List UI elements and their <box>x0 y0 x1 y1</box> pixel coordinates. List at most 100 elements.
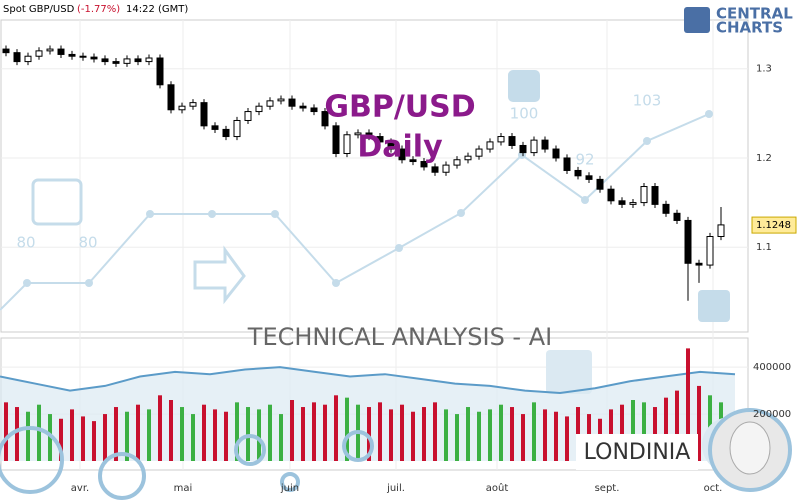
time: 14:22 (GMT) <box>126 4 188 15</box>
volume-bar <box>345 397 349 461</box>
volume-bar <box>125 411 129 461</box>
chart-title: GBP/USD <box>324 90 475 125</box>
watermark-icon <box>508 70 540 102</box>
watermark-label: 80 <box>78 234 97 252</box>
volume-bar <box>411 411 415 461</box>
candle-body <box>189 102 197 107</box>
candle-body <box>101 58 109 63</box>
candle-body <box>266 100 274 107</box>
volume-bar <box>268 404 272 461</box>
candle-body <box>24 55 32 63</box>
volume-bar <box>675 390 679 461</box>
volume-bar <box>532 402 536 461</box>
candle-body <box>651 186 659 205</box>
candle-body <box>574 169 582 177</box>
candle-body <box>134 58 142 63</box>
x-tick-label: mai <box>174 483 193 494</box>
x-tick-label: oct. <box>704 483 723 494</box>
instrument: Spot GBP/USD <box>3 4 75 15</box>
volume-bar <box>15 407 19 461</box>
volume-bar <box>620 404 624 461</box>
volume-bar <box>312 402 316 461</box>
volume-bar <box>59 418 63 461</box>
candle-body <box>244 111 252 121</box>
candle-body <box>398 148 406 161</box>
volume-bar <box>92 421 96 461</box>
candle-body <box>255 105 263 113</box>
volume-bar <box>323 404 327 461</box>
volume-bar <box>191 414 195 461</box>
candle-body <box>552 148 560 159</box>
candle-body <box>563 157 571 171</box>
watermark-icon <box>31 178 83 226</box>
price-tag <box>751 216 797 234</box>
volume-bar <box>169 400 173 461</box>
volume-bar <box>180 407 184 461</box>
candle-body <box>277 98 285 102</box>
volume-bar <box>114 407 118 461</box>
x-tick-label: juin <box>280 483 299 494</box>
candle-body <box>178 105 186 111</box>
volume-bar <box>554 411 558 461</box>
candle-body <box>123 58 131 64</box>
volume-bar <box>631 400 635 461</box>
candle-body <box>200 102 208 127</box>
candle-body <box>508 136 516 146</box>
candle-body <box>585 175 593 180</box>
change: (-1.77%) <box>77 4 120 15</box>
watermark-labels: 80 80 100 92 103 <box>16 92 661 252</box>
volume-bar <box>334 395 338 461</box>
candle-body <box>46 48 54 52</box>
watermark-label: 100 <box>510 105 539 123</box>
candle-body <box>409 159 417 163</box>
y2-tick-label: 200000 <box>753 409 791 420</box>
candle-body <box>13 52 21 63</box>
logo-icon <box>684 7 710 33</box>
volume-bar <box>466 407 470 461</box>
volume-bar <box>246 407 250 461</box>
volume-bar <box>389 409 393 461</box>
candle-body <box>233 119 241 138</box>
volume-bar <box>378 402 382 461</box>
candle-body <box>442 164 450 173</box>
y-tick-label: 1.3 <box>756 64 772 75</box>
price-tag-label: 1.1248 <box>756 220 791 231</box>
candle-body <box>596 178 604 190</box>
candle-body <box>519 144 527 154</box>
decoration <box>0 426 374 500</box>
volume-bar <box>224 411 228 461</box>
candle-body <box>365 132 373 138</box>
watermark-dots <box>23 110 713 287</box>
volume-bar <box>455 414 459 461</box>
y-tick-label: 1.1 <box>756 242 772 253</box>
volume-bar <box>543 409 547 461</box>
x-tick-label: sept. <box>595 483 620 494</box>
candle-body <box>607 188 615 202</box>
candle-body <box>541 139 549 150</box>
candle-body <box>453 159 461 166</box>
candle-body <box>387 141 395 150</box>
volume-bar <box>301 407 305 461</box>
candle-body <box>618 200 626 205</box>
candle-body <box>211 125 219 130</box>
candle-body <box>112 61 120 64</box>
candle-body <box>156 57 164 86</box>
y2-tick-label: 400000 <box>753 362 791 373</box>
candle-body <box>464 155 472 161</box>
volume-bar <box>642 402 646 461</box>
volume-bar <box>521 414 525 461</box>
candle-body <box>530 139 538 154</box>
candle-body <box>695 262 703 266</box>
candle-body <box>2 48 10 54</box>
watermark-label: 92 <box>575 151 594 169</box>
candle-body <box>475 148 483 157</box>
candle-body <box>321 111 329 127</box>
volume-bar <box>235 402 239 461</box>
volume-bar <box>202 404 206 461</box>
volume-bar <box>136 404 140 461</box>
volume-bar <box>70 409 74 461</box>
volume-bar <box>444 409 448 461</box>
volume-bar <box>213 409 217 461</box>
volume-bar <box>477 411 481 461</box>
